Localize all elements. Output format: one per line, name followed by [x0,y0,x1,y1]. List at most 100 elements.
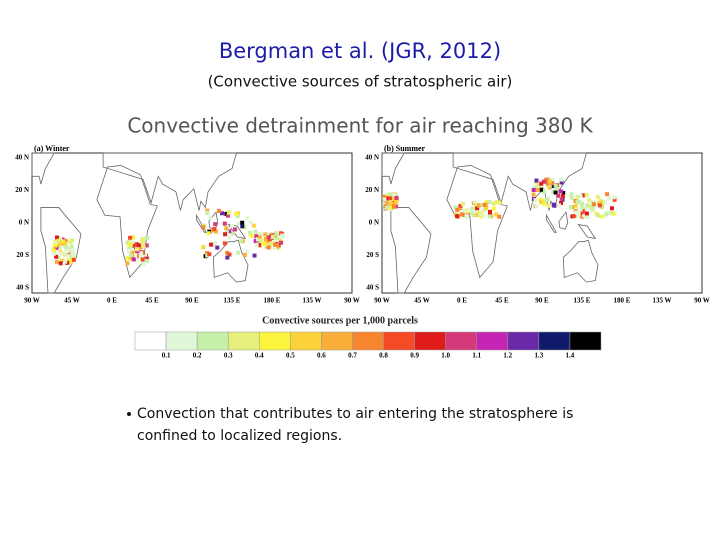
detrainment-cell [274,232,279,237]
detrainment-cell [57,241,62,246]
detrainment-cell [145,256,150,261]
detrainment-cell [559,201,564,206]
bullet-dot [127,412,131,416]
detrainment-cell [223,232,228,237]
detrainment-cell [131,235,136,240]
detrainment-cell [578,193,583,198]
continent [546,213,557,233]
detrainment-cell [253,229,258,234]
continent [381,152,405,185]
detrainment-cell [541,189,546,194]
colorbar-cell [414,331,446,351]
detrainment-cell [582,213,587,218]
detrainment-cell [569,195,574,200]
detrainment-cell [270,234,275,239]
detrainment-cell [227,235,232,240]
detrainment-cell [63,238,68,243]
detrainment-cell [251,223,256,228]
lat-label: 20 N [15,186,29,194]
detrainment-cell [269,240,274,245]
detrainment-cell [274,236,279,241]
detrainment-cell [568,205,573,210]
detrainment-cell [475,206,480,211]
detrainment-cell [482,202,487,207]
detrainment-cell [385,200,390,205]
detrainment-cell [545,197,550,202]
detrainment-cell [266,245,271,250]
detrainment-cell [544,177,549,182]
detrainment-cell [559,180,564,185]
detrainment-cell [125,261,130,266]
detrainment-cell [541,198,546,203]
colorbar-tick: 0.6 [317,352,326,360]
detrainment-cell [382,202,387,207]
detrainment-cell [131,257,136,262]
lat-label: 20 N [365,186,379,194]
detrainment-cell [559,177,564,182]
lat-label: 20 S [16,251,29,259]
colorbar-cell [538,331,571,351]
detrainment-cell [455,208,460,213]
colorbar-cell [569,331,602,351]
detrainment-cell [63,241,68,246]
detrainment-cell [125,240,130,245]
detrainment-cell [136,254,141,259]
lon-label: 45 E [145,297,159,305]
detrainment-cell [63,259,68,264]
detrainment-cell [224,229,229,234]
detrainment-cell [561,190,566,195]
detrainment-cell [560,194,565,199]
detrainment-cell [69,244,74,249]
detrainment-cell [611,195,616,200]
detrainment-cell [140,237,145,242]
detrainment-cell [141,261,146,266]
colorbar-cell [196,331,229,351]
detrainment-cell [226,210,231,215]
detrainment-cell [573,203,578,208]
detrainment-cell [220,211,225,216]
detrainment-cell [547,185,552,190]
detrainment-cell [575,195,580,200]
continent [96,165,158,279]
detrainment-cell [587,198,592,203]
detrainment-cell [599,214,604,219]
detrainment-cell [533,198,538,203]
detrainment-cell [128,253,133,258]
detrainment-cell [279,231,284,236]
detrainment-cell [388,201,393,206]
detrainment-cell [546,204,551,209]
detrainment-cell [392,201,397,206]
detrainment-cell [136,243,141,248]
detrainment-cell [213,222,218,227]
detrainment-cell [201,225,206,230]
detrainment-cell [58,261,63,266]
detrainment-cell [213,229,218,234]
detrainment-cell [65,248,70,253]
detrainment-cell [213,240,218,245]
continent [40,207,82,294]
lat-label: 40 S [366,284,379,292]
detrainment-cell [487,200,492,205]
detrainment-cell [541,179,546,184]
detrainment-cell [595,213,600,218]
detrainment-cell [559,197,564,202]
detrainment-cell [227,252,232,257]
detrainment-cell [140,240,145,245]
colorbar-tick: 0.4 [255,352,264,360]
detrainment-cell [535,188,540,193]
detrainment-cell [222,221,227,226]
colorbar-cell [321,331,353,351]
detrainment-cell [252,253,257,258]
detrainment-cell [212,227,217,232]
lon-label: 0 E [457,297,467,305]
detrainment-cell [70,251,75,256]
detrainment-cell [479,214,484,219]
detrainment-cell [141,244,146,249]
lon-label: 45 W [414,297,430,305]
detrainment-cell [388,196,393,201]
map-frame [31,152,353,294]
detrainment-cell [570,214,575,219]
detrainment-cell [206,231,211,236]
colorbar-cell [445,331,477,351]
detrainment-cell [248,220,253,225]
